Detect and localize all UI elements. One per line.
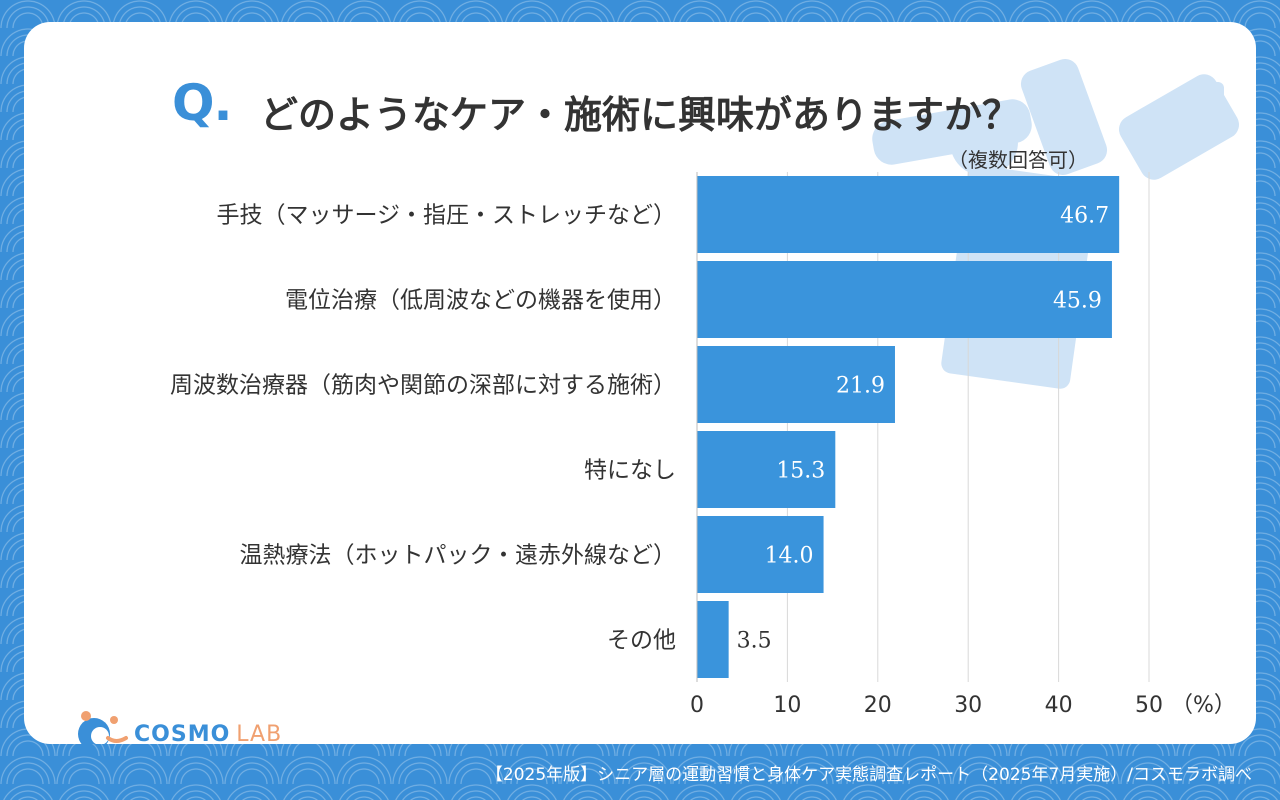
value-label: 3.5 (737, 629, 772, 654)
category-label: 手技（マッサージ・指圧・ストレッチなど） (216, 203, 676, 229)
category-label: 電位治療（低周波などの機器を使用） (285, 288, 676, 314)
value-label: 21.9 (836, 374, 885, 399)
chart-title: どのようなケア・施術に興味がありますか？ (260, 93, 1021, 137)
category-label: その他 (607, 628, 676, 654)
bar (697, 346, 895, 423)
category-label: 温熱療法（ホットパック・遠赤外線など） (239, 543, 676, 569)
bar (697, 176, 1120, 253)
logo-name: COSMO (134, 722, 231, 744)
bar-chart: 0 10 20 30 40 50 （%） 手技（マッサージ・指圧・ストレッチなど） 46.7 電位… (170, 172, 1236, 718)
footer-source: 【2025年版】シニア層の運動習慣と身体ケア実態調査レポート（2025年7月実施… (485, 765, 1252, 785)
x-tick-label: 0 (690, 693, 704, 718)
cosmo-lab-logo-icon (78, 711, 128, 744)
question-mark-label: Q. (172, 74, 232, 132)
bar (697, 601, 729, 678)
value-label: 46.7 (1060, 204, 1109, 229)
value-label: 14.0 (765, 544, 814, 569)
x-tick-label: 10 (773, 693, 801, 718)
category-label: 周波数治療器（筋肉や関節の深部に対する施術） (170, 373, 676, 399)
chart-card: Q. どのようなケア・施術に興味がありますか？ （複数回答可） 0 10 20 30 4… (24, 22, 1256, 744)
logo-sub: LAB (236, 722, 283, 744)
bar (697, 516, 824, 593)
x-tick-label: 50 (1135, 693, 1163, 718)
category-label: 特になし (584, 458, 676, 484)
x-tick-label: 30 (954, 693, 982, 718)
x-tick-label: 20 (864, 693, 892, 718)
bar (697, 431, 836, 508)
multiple-answer-note: （複数回答可） (948, 148, 1088, 172)
value-label: 15.3 (776, 459, 825, 484)
x-tick-label: 40 (1045, 693, 1073, 718)
x-unit-label: （%） (1171, 693, 1236, 718)
value-label: 45.9 (1053, 289, 1102, 314)
logo-wordmark: COSMO LAB (134, 722, 282, 744)
bar (697, 261, 1112, 338)
